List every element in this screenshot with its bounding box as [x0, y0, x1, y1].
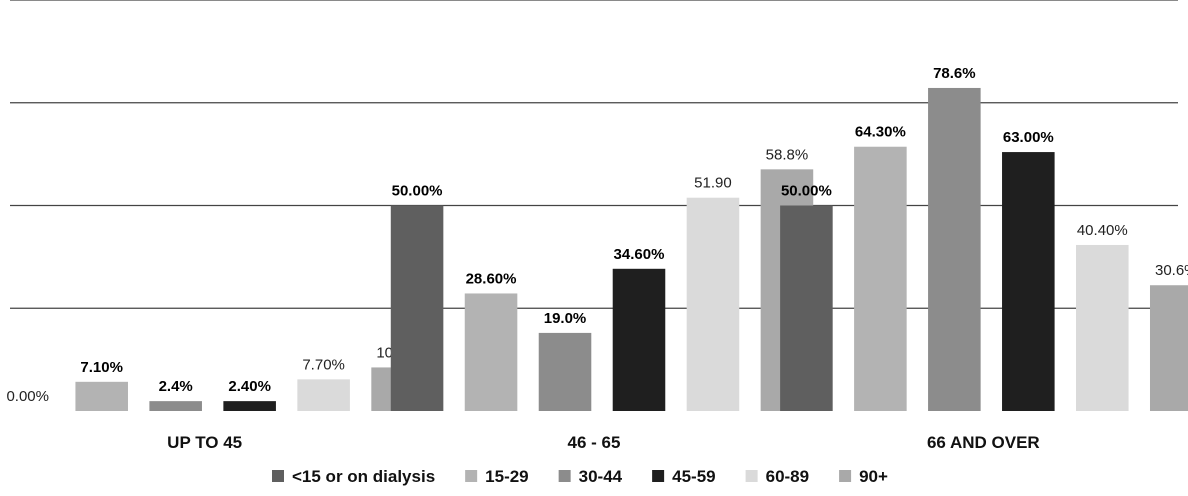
data-label: 78.6%	[933, 65, 976, 82]
legend-label: 90+	[859, 467, 888, 486]
data-label: 0.00%	[6, 388, 49, 405]
data-label: 58.8%	[766, 146, 809, 163]
bar	[686, 197, 740, 411]
bar	[223, 401, 276, 411]
legend-label: 30-44	[579, 467, 623, 486]
bar	[612, 268, 666, 411]
data-label: 64.30%	[855, 124, 906, 141]
data-label: 28.60%	[466, 270, 517, 287]
data-label: 63.00%	[1003, 129, 1054, 146]
legend-swatch	[745, 470, 758, 482]
bar	[1076, 244, 1129, 411]
bar	[928, 87, 981, 411]
category-label: 66 AND OVER	[927, 433, 1040, 452]
bar	[1002, 152, 1055, 411]
data-label: 50.00%	[781, 183, 832, 200]
legend-label: 60-89	[766, 467, 809, 486]
legend-swatch	[839, 470, 852, 482]
bar	[780, 205, 833, 411]
legend-swatch	[465, 470, 478, 482]
bar	[464, 293, 518, 411]
data-label: 34.60%	[614, 246, 665, 263]
bar	[1149, 285, 1188, 411]
data-label: 50.00%	[392, 183, 443, 200]
bar	[538, 332, 592, 411]
data-label: 2.40%	[228, 378, 271, 395]
data-label: 19.0%	[544, 310, 587, 327]
data-label: 51.90	[694, 175, 732, 192]
bar	[390, 205, 444, 411]
legend-label: 15-29	[485, 467, 528, 486]
category-label: 46 - 65	[568, 433, 621, 452]
bar	[854, 146, 907, 412]
legend-label: 45-59	[672, 467, 715, 486]
data-label: 40.40%	[1077, 222, 1128, 239]
data-label: 7.70%	[302, 356, 345, 373]
bar	[149, 401, 202, 411]
bar	[75, 381, 128, 411]
legend-label: <15 or on dialysis	[292, 467, 435, 486]
data-label: 7.10%	[80, 359, 123, 376]
bar	[297, 379, 350, 411]
data-label: 30.6%	[1155, 262, 1188, 279]
legend-swatch	[652, 470, 665, 482]
data-label: 2.4%	[159, 378, 193, 395]
legend-swatch	[558, 470, 571, 482]
legend-swatch	[272, 470, 284, 482]
category-label: UP TO 45	[167, 433, 242, 452]
